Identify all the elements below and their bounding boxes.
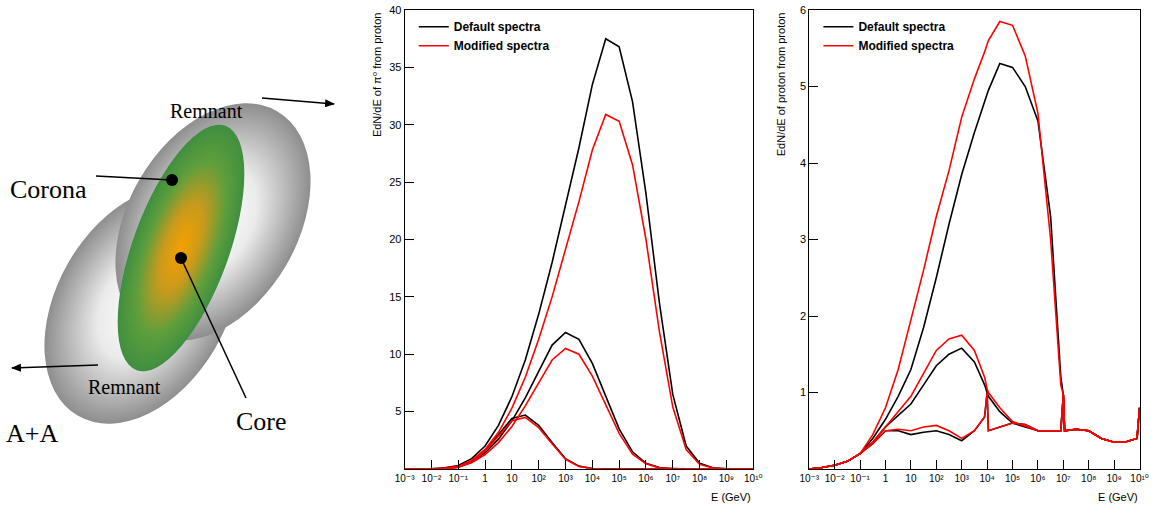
svg-text:Remnant: Remnant: [170, 100, 243, 122]
svg-text:10⁻¹: 10⁻¹: [850, 473, 870, 484]
svg-text:10: 10: [506, 473, 518, 484]
svg-text:10⁵: 10⁵: [1005, 473, 1020, 484]
svg-text:10⁵: 10⁵: [612, 473, 627, 484]
svg-text:5: 5: [800, 80, 806, 92]
svg-text:3: 3: [800, 233, 806, 245]
svg-text:Corona: Corona: [10, 175, 87, 204]
svg-text:10⁹: 10⁹: [1106, 473, 1121, 484]
svg-text:5: 5: [395, 405, 401, 417]
svg-text:Remnant: Remnant: [88, 376, 161, 398]
svg-text:10⁻²: 10⁻²: [422, 473, 442, 484]
svg-text:E (GeV): E (GeV): [711, 491, 751, 503]
svg-text:10⁴: 10⁴: [979, 473, 994, 484]
svg-text:10⁸: 10⁸: [692, 473, 707, 484]
svg-text:10⁻³: 10⁻³: [395, 473, 415, 484]
svg-text:10⁷: 10⁷: [1056, 473, 1071, 484]
svg-text:6: 6: [800, 4, 806, 16]
svg-text:10⁶: 10⁶: [638, 473, 653, 484]
svg-text:10: 10: [905, 473, 917, 484]
svg-text:10³: 10³: [558, 473, 573, 484]
svg-text:10: 10: [389, 348, 401, 360]
svg-text:2: 2: [800, 310, 806, 322]
svg-text:20: 20: [389, 233, 401, 245]
svg-text:E (GeV): E (GeV): [1098, 491, 1138, 503]
svg-text:10⁴: 10⁴: [585, 473, 600, 484]
svg-text:25: 25: [389, 176, 401, 188]
svg-text:1: 1: [883, 473, 889, 484]
svg-text:10²: 10²: [531, 473, 546, 484]
svg-text:10³: 10³: [954, 473, 969, 484]
svg-text:15: 15: [389, 291, 401, 303]
svg-text:10¹⁰: 10¹⁰: [1130, 473, 1148, 484]
svg-text:Default spectra: Default spectra: [858, 20, 945, 34]
svg-text:Default spectra: Default spectra: [454, 20, 541, 34]
svg-text:10⁷: 10⁷: [665, 473, 680, 484]
svg-text:10⁶: 10⁶: [1030, 473, 1045, 484]
svg-text:Modified spectra: Modified spectra: [858, 39, 954, 53]
svg-text:10⁻²: 10⁻²: [825, 473, 845, 484]
svg-text:1: 1: [800, 386, 806, 398]
svg-text:Core: Core: [236, 407, 287, 436]
svg-text:10⁻³: 10⁻³: [799, 473, 819, 484]
svg-text:35: 35: [389, 61, 401, 73]
svg-text:EdN/dE of proton from proton: EdN/dE of proton from proton: [775, 13, 787, 157]
svg-text:10⁹: 10⁹: [719, 473, 734, 484]
svg-text:EdN/dE of π⁰ from proton: EdN/dE of π⁰ from proton: [371, 13, 383, 138]
svg-text:10⁻¹: 10⁻¹: [448, 473, 468, 484]
svg-text:10¹⁰: 10¹⁰: [744, 473, 762, 484]
svg-text:10²: 10²: [929, 473, 944, 484]
svg-text:30: 30: [389, 119, 401, 131]
svg-text:10⁸: 10⁸: [1081, 473, 1096, 484]
svg-text:1: 1: [482, 473, 488, 484]
svg-text:4: 4: [800, 157, 806, 169]
svg-text:A+A: A+A: [6, 419, 58, 448]
svg-text:Modified spectra: Modified spectra: [454, 39, 550, 53]
svg-text:40: 40: [389, 4, 401, 16]
